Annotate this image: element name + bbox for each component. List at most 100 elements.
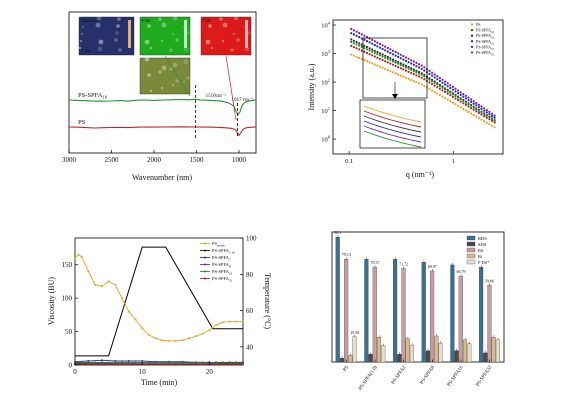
- saxs-inset-line-5: [363, 130, 422, 148]
- bar-value-label-0-0: 96.1: [334, 230, 341, 235]
- saxs-point-0-5: [363, 59, 366, 62]
- saxs-point-3-2: [355, 34, 358, 37]
- visc-legend-marker-4: [204, 270, 206, 273]
- visc-point-0-11: [141, 327, 144, 330]
- ftir-inset-texture-1-9: [171, 32, 175, 36]
- saxs-ytick-base-4: 10: [321, 23, 328, 30]
- saxs-point-1-10: [376, 56, 379, 59]
- ftir-inset-colorbar-2: [245, 20, 248, 48]
- saxs-point-3-28: [423, 69, 426, 72]
- visc-legend-label-5: PS-SPFA32: [212, 276, 233, 283]
- saxs-point-3-34: [438, 79, 441, 83]
- saxs-point-3-42: [459, 93, 462, 96]
- saxs-ytick-label-0: 100: [321, 135, 331, 144]
- bar-legend-label-2: RS: [478, 248, 484, 253]
- saxs-point-0-34: [438, 94, 441, 97]
- saxs-point-3-14: [386, 50, 389, 53]
- saxs-point-2-12: [381, 53, 384, 56]
- bar-2-2: [401, 268, 406, 363]
- visc-ytick-label-1: 50: [65, 328, 73, 336]
- saxs-ytick-base-1: 10: [321, 108, 328, 115]
- saxs-legend-label-2-sub: 16: [491, 37, 494, 40]
- bar-legend-label-0: RDS: [478, 236, 487, 241]
- saxs-point-4-1: [352, 29, 355, 32]
- saxs-point-1-23: [410, 71, 413, 74]
- saxs-point-4-34: [438, 76, 441, 80]
- saxs-point-5-8: [371, 50, 374, 53]
- saxs-point-5-41: [457, 96, 460, 99]
- saxs-point-1-6: [365, 51, 369, 55]
- visc-legend-marker-3: [204, 263, 206, 266]
- saxs-point-4-15: [389, 48, 392, 51]
- saxs-point-5-22: [407, 67, 410, 70]
- ftir-inset-texture-3-4: [186, 76, 190, 80]
- saxs-point-4-4: [360, 33, 363, 36]
- saxs-point-4-9: [373, 40, 376, 43]
- ftir-inset-texture-2-4: [247, 31, 251, 35]
- bar-value-label-2-3: 69.97: [428, 264, 437, 269]
- saxs-point-4-11: [378, 42, 382, 46]
- visc-point-0-22: [215, 323, 218, 326]
- saxs-point-1-28: [423, 78, 426, 81]
- saxs-legend-label-3: PS-SPFA 16: [476, 39, 494, 46]
- saxs-point-1-8: [371, 54, 374, 57]
- saxs-point-3-12: [381, 47, 384, 51]
- saxs-point-0-25: [415, 81, 418, 84]
- ftir-inset-pointer-red: [225, 55, 237, 121]
- saxs-point-5-25: [415, 71, 418, 74]
- saxs-point-5-1: [352, 42, 355, 45]
- saxs-legend-marker-5: [470, 51, 474, 54]
- bar-category-label-4: PS-SPFA16: [447, 365, 465, 388]
- visc-point-0-20: [201, 332, 204, 335]
- visc-point-0-19: [195, 335, 197, 338]
- saxs-point-0-43: [462, 107, 465, 110]
- saxs-point-2-2: [355, 40, 358, 44]
- saxs-point-1-15: [389, 62, 392, 65]
- ftir-inset-label-0: Topography: [81, 19, 99, 23]
- saxs-point-1-26: [417, 75, 421, 78]
- saxs-point-0-37: [446, 98, 449, 101]
- saxs-point-4-18: [397, 52, 400, 55]
- visc-point-4-18: [195, 361, 197, 364]
- bar-plot-frame: [331, 231, 505, 363]
- visc-point-2-2: [100, 359, 103, 362]
- ftir-inset-texture-1-4: [186, 31, 190, 35]
- bar-2-3: [430, 270, 435, 363]
- saxs-legend-label-4-main: PS-SPFA: [476, 44, 491, 49]
- saxs-legend: PSPS-SPFA16PS-SPFA16PS-SPFA16PS-SPFA16PS…: [470, 22, 494, 57]
- visc-legend-label-5-sub: 32: [229, 279, 233, 283]
- ftir-inset-texture-0-12: [81, 25, 85, 29]
- saxs-x-axis-label: q (nm⁻¹): [406, 170, 435, 179]
- saxs-point-2-4: [360, 43, 363, 46]
- saxs-point-5-23: [410, 68, 413, 71]
- saxs-point-1-25: [415, 74, 418, 77]
- saxs-point-0-18: [397, 73, 400, 76]
- saxs-point-1-31: [431, 82, 434, 86]
- saxs-point-1-55: [493, 121, 496, 124]
- bar-category-label-1: PS-SPFA(1.0): [358, 365, 379, 391]
- bar-2-4: [458, 276, 463, 363]
- visc-legend-label-0-main: PS: [212, 241, 218, 246]
- saxs-point-2-17: [394, 59, 397, 62]
- ftir-inset-label-2: P 056: [203, 19, 211, 23]
- saxs-point-2-11: [378, 52, 382, 55]
- visc-point-5-5: [107, 363, 110, 366]
- visc-legend-label-2-main: PS-SPFA: [212, 255, 230, 260]
- saxs-point-0-49: [477, 117, 480, 120]
- saxs-point-1-52: [485, 116, 488, 119]
- saxs-point-3-39: [451, 88, 454, 91]
- saxs-point-1-51: [483, 115, 486, 118]
- saxs-point-5-30: [428, 78, 431, 81]
- saxs-point-0-16: [391, 71, 395, 74]
- saxs-point-5-24: [412, 70, 415, 73]
- visc-point-5-2: [87, 363, 90, 366]
- saxs-point-5-45: [467, 103, 470, 106]
- ftir-inset-texture-0-3: [78, 46, 82, 50]
- saxs-point-3-0: [350, 32, 353, 35]
- saxs-point-1-48: [475, 110, 478, 113]
- bar-1-2: [397, 354, 402, 363]
- saxs-point-1-41: [457, 99, 460, 102]
- bar-value-label-2-5: 59.06: [485, 278, 494, 283]
- saxs-point-1-12: [381, 58, 384, 62]
- saxs-point-4-41: [457, 89, 460, 92]
